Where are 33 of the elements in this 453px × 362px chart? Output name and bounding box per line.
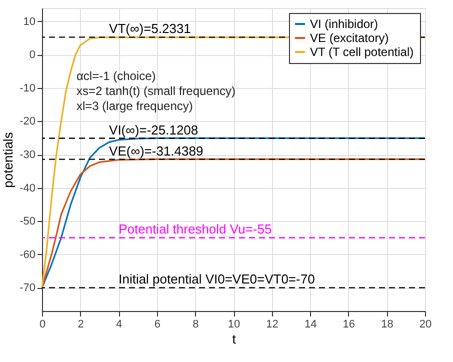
x-tick-label: 6 (154, 318, 160, 330)
y-tick-label: -50 (20, 216, 36, 228)
y-tick-label: 0 (29, 49, 36, 62)
x-tick-label: 18 (381, 318, 394, 330)
ref-line-label: VT(∞)=5.2331 (109, 21, 191, 36)
x-tick-label: 12 (266, 318, 278, 330)
legend-label: VT (T cell potential) (310, 45, 414, 59)
x-axis-title: t (232, 332, 236, 346)
y-tick-label: -60 (20, 248, 36, 261)
annotation: xl=3 (large frequency) (76, 99, 193, 114)
y-tick-label: -20 (20, 116, 36, 128)
x-tick-label: 4 (116, 318, 122, 330)
ref-line-label: VI(∞)=-25.1208 (109, 122, 198, 138)
legend-label: VE (excitatory) (310, 31, 389, 45)
ref-line-label: Potential threshold Vu=-55 (118, 222, 272, 237)
y-tick-label: -70 (20, 282, 36, 294)
x-tick-label: 14 (304, 318, 317, 330)
y-axis-title: potentials (0, 132, 16, 188)
x-tick-label: 10 (228, 318, 240, 330)
legend-label: VI (inhibidor) (310, 17, 378, 31)
x-tick-label: 0 (39, 318, 46, 330)
ref-line-label: Initial potential VI0=VE0=VT0=-70 (118, 272, 315, 287)
annotation: xs=2 tanh(t) (small frequency) (76, 84, 236, 98)
ref-line-label: VE(∞)=-31.4389 (109, 143, 204, 158)
y-tick-label: -30 (20, 149, 36, 162)
x-tick-label: 2 (78, 318, 84, 330)
annotation: αcl=-1 (choice) (76, 69, 156, 84)
x-tick-label: 8 (192, 318, 199, 330)
y-tick-label: 10 (23, 16, 36, 28)
x-tick-label: 20 (419, 318, 432, 330)
y-tick-label: -10 (20, 82, 36, 94)
y-tick-label: -40 (20, 182, 36, 194)
x-tick-label: 16 (342, 318, 356, 330)
